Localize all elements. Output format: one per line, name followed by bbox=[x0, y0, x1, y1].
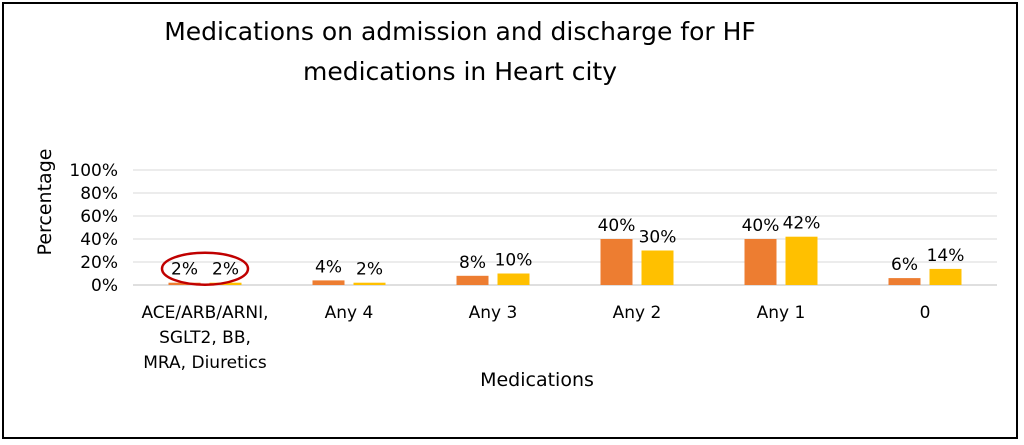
y-tick-label: 80% bbox=[80, 184, 118, 204]
y-tick-label: 100% bbox=[69, 161, 118, 181]
category-label: Any 4 bbox=[325, 303, 374, 323]
chart-title: Medications on admission and discharge f… bbox=[40, 12, 880, 92]
y-tick-label: 20% bbox=[80, 253, 118, 273]
data-label: 10% bbox=[495, 251, 533, 271]
bar bbox=[641, 250, 674, 285]
category-label: Any 2 bbox=[613, 303, 662, 323]
data-label: 30% bbox=[639, 228, 677, 248]
data-label: 2% bbox=[356, 260, 383, 280]
bar bbox=[929, 268, 962, 285]
bar bbox=[353, 282, 386, 285]
bar bbox=[456, 275, 489, 285]
category-label: Any 3 bbox=[469, 303, 518, 323]
data-label: 4% bbox=[315, 257, 342, 277]
category-label: SGLT2, BB, bbox=[159, 328, 251, 348]
bar bbox=[785, 236, 818, 285]
chart-frame bbox=[2, 2, 1018, 439]
data-label: 40% bbox=[598, 216, 636, 236]
y-axis-label: Percentage bbox=[34, 149, 56, 256]
category-label: MRA, Diuretics bbox=[143, 353, 267, 373]
bar bbox=[497, 273, 530, 285]
y-tick-label: 40% bbox=[80, 230, 118, 250]
y-axis-ticks: 0% 20% 40% 60% 80% 100% bbox=[69, 161, 118, 296]
y-tick-label: 60% bbox=[80, 207, 118, 227]
bar bbox=[744, 239, 777, 285]
data-label: 6% bbox=[891, 255, 918, 275]
data-label: 8% bbox=[459, 253, 486, 273]
data-label: 2% bbox=[171, 260, 198, 280]
bar bbox=[312, 280, 345, 285]
x-axis-categories: ACE/ARB/ARNI, SGLT2, BB, MRA, Diuretics Any… bbox=[141, 303, 930, 373]
gridlines bbox=[133, 169, 997, 286]
chart-title-line-1: Medications on admission and discharge f… bbox=[164, 17, 756, 46]
annotation-layer bbox=[160, 251, 250, 286]
data-label: 40% bbox=[742, 216, 780, 236]
bars bbox=[168, 236, 962, 285]
data-label: 42% bbox=[783, 214, 821, 234]
category-label: Any 1 bbox=[757, 303, 806, 323]
x-axis-label: Medications bbox=[480, 369, 594, 391]
category-label: 0 bbox=[920, 303, 931, 323]
y-tick-label: 0% bbox=[91, 276, 118, 296]
data-labels: 2% 2% 4% 2% 8% 10%40%30%40% 42%6% 14% bbox=[171, 214, 964, 280]
category-label: ACE/ARB/ARNI, bbox=[141, 303, 268, 323]
data-label: 2% bbox=[212, 260, 239, 280]
data-label: 14% bbox=[927, 246, 965, 266]
chart-title-line-2: medications in Heart city bbox=[302, 57, 618, 86]
bar bbox=[888, 278, 921, 285]
highlight-ellipse bbox=[160, 251, 250, 286]
bar bbox=[600, 239, 633, 285]
